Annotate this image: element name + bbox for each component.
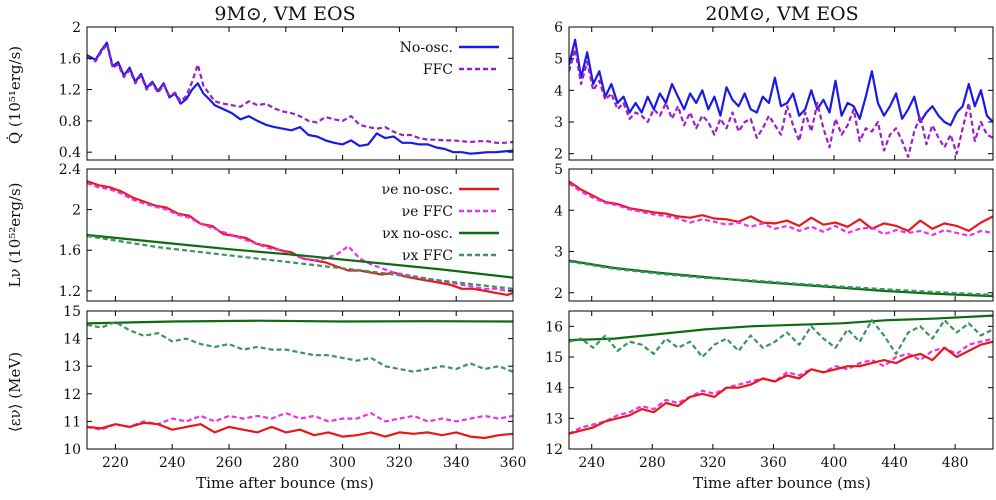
panel-frame [568,26,994,161]
y-tick-label: 4 [554,203,563,219]
panel-series-group [569,180,993,298]
y-tick-label: 1.6 [59,51,81,67]
y-tick-label: 1.6 [59,243,81,259]
x-tick-label: 360 [500,455,527,471]
panel-20M-energy: 12 13 14 15 16 240 280 320 360 400 440 480 [545,310,994,471]
panel-series-group [87,180,513,296]
y-tick-label: 14 [545,381,563,397]
legend-label: FFC [423,62,453,78]
panel-9M-energy: 10 11 12 13 14 15 220 240 260 280 300 320 340 360 [63,304,526,471]
y-tick-label: 2 [554,286,563,302]
y-tick-label: 10 [63,442,81,458]
legend-label: νx no-osc. [382,226,453,242]
x-tick-label: 400 [821,455,848,471]
x-tick-label: 280 [639,455,666,471]
x-tick-label: 280 [272,455,299,471]
y-tick-label: 2.4 [59,162,81,178]
panel-9M-luminosity: 1.2 1.6 2 2.4 νe no-osc. νe FFC νx no-osc. νx F… [59,162,514,302]
panel-frame [568,310,994,450]
series-line-nue_no_osc [87,421,513,440]
panel-frame [86,26,514,161]
panel-series-group [569,314,993,435]
x-tick-label: 340 [443,455,470,471]
panel-series-group [87,319,513,440]
legend-label: No-osc. [400,40,453,56]
xlabel-left: Time after bounce (ms) [196,474,374,492]
series-line-nux_no_osc [569,314,993,342]
x-tick-label: 220 [102,455,129,471]
series-line-nux_ffc [87,320,513,373]
y-tick-label: 0.4 [59,145,81,161]
series-line-nux_ffc [569,260,993,296]
series-line-nue_no_osc [569,340,993,435]
legend-label: νe no-osc. [382,182,453,198]
series-line-nue_no_osc [569,180,993,232]
column-title-right: 20M⊙, VM EOS [705,3,858,25]
series-line-nue_ffc [569,337,993,435]
series-line-no_osc [87,41,513,155]
ylabel-luminosity: Lν (10⁵²erg/s) [6,182,24,287]
x-tick-label: 320 [386,455,413,471]
x-tick-label: 240 [159,455,186,471]
y-tick-label: 16 [545,319,563,335]
y-tick-label: 15 [545,350,563,366]
panel-frame [86,168,514,302]
y-tick-label: 11 [63,414,81,430]
series-line-no_osc [569,38,993,127]
panel-20M-heating: 2 3 4 5 6 [554,20,994,163]
column-title-left: 9M⊙, VM EOS [214,3,355,25]
x-tick-label: 240 [578,455,605,471]
ylabel-energy: ⟨εν⟩ (MeV) [6,352,24,432]
panel-frame [568,168,994,302]
y-tick-label: 2 [72,20,81,36]
panels: 0.4 0.8 1.2 1.6 2 No-osc. FFC 2 3 4 5 6 1.2 1.6 2 2.4 νe… [59,20,994,471]
panel-series-group [569,38,993,158]
x-tick-label: 260 [216,455,243,471]
y-tick-label: 4 [554,83,563,99]
legend-label: νe FFC [402,204,453,220]
y-tick-label: 13 [63,359,81,375]
x-tick-label: 320 [699,455,726,471]
y-tick-label: 15 [63,304,81,320]
y-tick-label: 12 [545,442,563,458]
panel-9M-heating: 0.4 0.8 1.2 1.6 2 No-osc. FFC [59,20,514,161]
y-tick-label: 14 [63,332,81,348]
y-tick-label: 1.2 [59,284,81,300]
y-tick-label: 5 [554,52,563,68]
y-tick-label: 6 [554,20,563,36]
x-tick-label: 360 [760,455,787,471]
series-line-nue_ffc [569,182,993,237]
y-tick-label: 2 [72,203,81,219]
y-tick-label: 3 [554,115,563,131]
series-line-nux_ffc [569,319,993,359]
panel-20M-luminosity: 2 3 4 5 [554,162,994,302]
y-tick-label: 3 [554,245,563,261]
y-tick-label: 5 [554,162,563,178]
ylabel-heating: Q̇ (10⁵¹erg/s) [6,46,24,144]
series-line-nux_no_osc [87,233,513,279]
panel-series-group [87,41,513,155]
y-tick-label: 12 [63,387,81,403]
x-tick-label: 440 [881,455,908,471]
y-tick-label: 0.8 [59,114,81,130]
legend: νe no-osc. νe FFC νx no-osc. νx FFC [382,182,499,264]
series-line-nux_no_osc [87,319,513,325]
y-tick-label: 2 [554,147,563,163]
xlabel-right: Time after bounce (ms) [693,474,871,492]
x-tick-label: 300 [329,455,356,471]
series-line-nue_no_osc [87,180,513,296]
series-line-ffc [569,48,993,158]
y-tick-label: 1.2 [59,83,81,99]
legend-label: νx FFC [402,248,453,264]
panel-frame [86,310,514,450]
legend: No-osc. FFC [400,40,499,78]
series-line-ffc [87,43,513,144]
y-tick-label: 13 [545,411,563,427]
series-line-nue_ffc [87,412,513,431]
x-tick-label: 480 [942,455,969,471]
